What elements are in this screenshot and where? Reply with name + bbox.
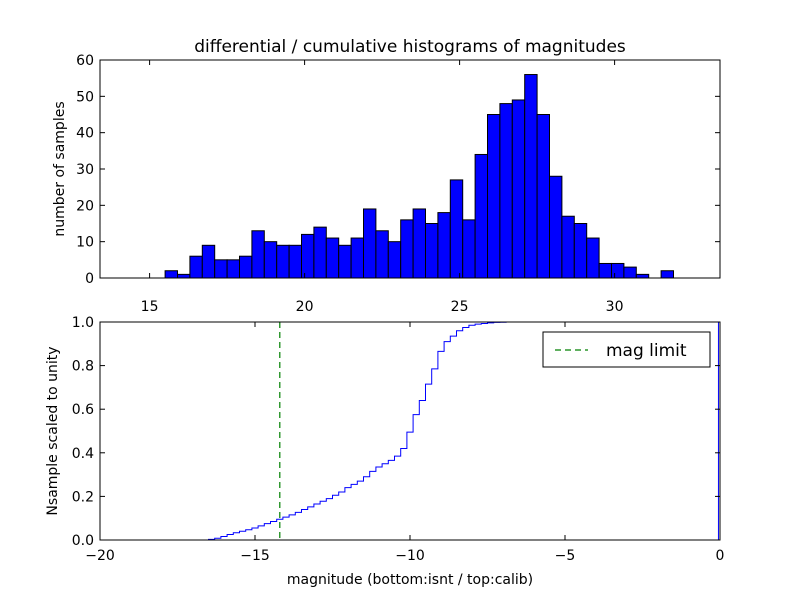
histogram-bar [201,244,216,279]
bottom-axis-ticks: −20 −15 −10 −5 0 0.0 0.2 0.4 0.6 0.8 1.0 [72,315,725,564]
top-xtick-label: 20 [296,299,314,315]
histogram-bar [549,175,563,279]
histogram-bar [611,262,625,279]
top-ytick-label: 0 [85,271,94,287]
legend-entry-mag-limit: mag limit [606,341,687,361]
bottom-xtick-label: −10 [395,548,425,564]
histogram-bar [338,244,352,279]
histogram-bar [487,114,501,279]
histogram-bar [425,223,439,279]
histogram-bar [263,241,278,279]
histogram-bar [449,179,464,279]
bottom-ytick-label: 0.0 [72,533,94,549]
histogram-bar [387,241,402,279]
histogram-bar [573,223,588,279]
bottom-cumulative-panel: −20 −15 −10 −5 0 0.0 0.2 0.4 0.6 0.8 1.0 Nsample s… [45,315,724,588]
histogram-bar [635,273,650,279]
histogram-bar [524,74,538,279]
histogram-bar [536,114,550,279]
histogram-bar [226,259,241,279]
histogram-bar [301,233,315,279]
bottom-ytick-label: 1.0 [72,315,94,331]
histogram-bar [660,270,674,279]
chart-title: differential / cumulative histograms of … [194,37,626,57]
cumulative-step-line [100,321,719,541]
histogram-bar [164,270,179,279]
histogram-bar [325,237,340,279]
top-histogram-panel: differential / cumulative histograms of … [52,37,721,315]
histogram-bar [350,237,365,279]
bottom-xtick-label: −20 [85,548,115,564]
histogram-bar [499,103,513,279]
histogram-bar [214,259,228,279]
bottom-ytick-label: 0.4 [72,446,94,462]
legend: mag limit [542,331,711,368]
histogram-bar [412,208,427,279]
histogram-bar [288,244,303,279]
top-xtick-label: 15 [141,299,159,315]
histogram-bar [623,266,637,279]
top-xtick-label: 25 [451,299,469,315]
histogram-bar [561,215,575,279]
histogram-bar [313,226,327,279]
bottom-ytick-label: 0.6 [72,402,94,418]
top-xtick-label: 30 [606,299,624,315]
bottom-ylabel: Nsample scaled to unity [45,346,61,515]
top-axis-ticks: 15 20 25 30 0 10 20 30 40 50 60 [76,53,720,315]
bottom-xtick-label: −5 [555,548,576,564]
top-ytick-label: 50 [76,89,94,105]
bottom-ytick-label: 0.2 [72,489,94,505]
histogram-bar [239,255,253,279]
bottom-xtick-label: 0 [716,548,725,564]
histogram-bar [363,208,377,279]
top-ytick-label: 10 [76,235,94,251]
histogram-bar [511,99,526,279]
histogram-bar [400,219,414,279]
bottom-ytick-label: 0.8 [72,359,94,375]
histogram-bar [598,262,612,279]
top-ylabel: number of samples [52,101,68,236]
histogram-bar [276,244,290,279]
top-ytick-label: 30 [76,162,94,178]
bottom-xlabel: magnitude (bottom:isnt / top:calib) [287,572,533,588]
histogram-bar [375,230,389,279]
histogram-bar [437,212,451,279]
histogram-bar [177,273,191,279]
top-ytick-label: 20 [76,198,94,214]
top-ytick-label: 40 [76,126,94,142]
top-ytick-label: 60 [76,53,94,69]
cumulative-lines [100,321,719,541]
bottom-xtick-label: −15 [240,548,270,564]
histogram-bar [474,153,489,279]
histogram-bar [586,237,600,279]
histogram-bar [189,255,203,279]
histogram-bar [462,219,476,279]
histogram-bar [251,230,265,279]
